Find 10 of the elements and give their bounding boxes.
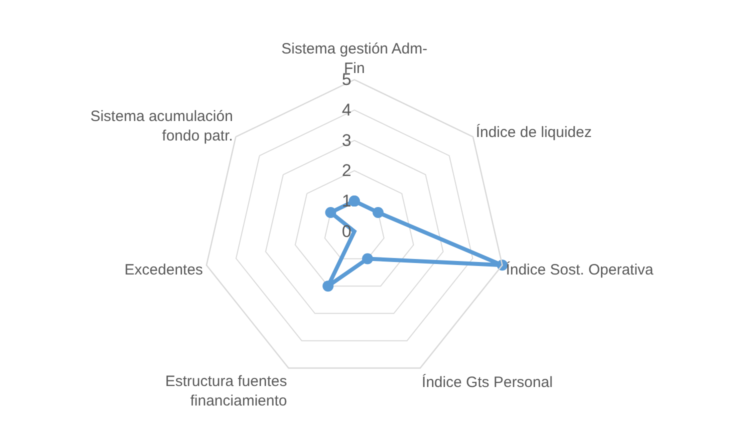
spoke-label: Índice Sost. Operativa <box>506 260 654 278</box>
spoke-label: Índice Gts Personal <box>422 373 553 392</box>
spoke-label: Excedentes <box>124 261 203 278</box>
y-tick-label: 4 <box>342 100 352 120</box>
spoke-label: Estructura fuentes financiamiento <box>165 373 287 410</box>
spoke-label: Índice de liquidez <box>476 122 592 141</box>
y-tick-label: 0 <box>342 222 352 241</box>
y-tick-label: 3 <box>342 130 352 150</box>
spoke-label: Sistema acumulación fondo patr. <box>90 108 233 144</box>
y-tick-label: 2 <box>342 161 352 180</box>
